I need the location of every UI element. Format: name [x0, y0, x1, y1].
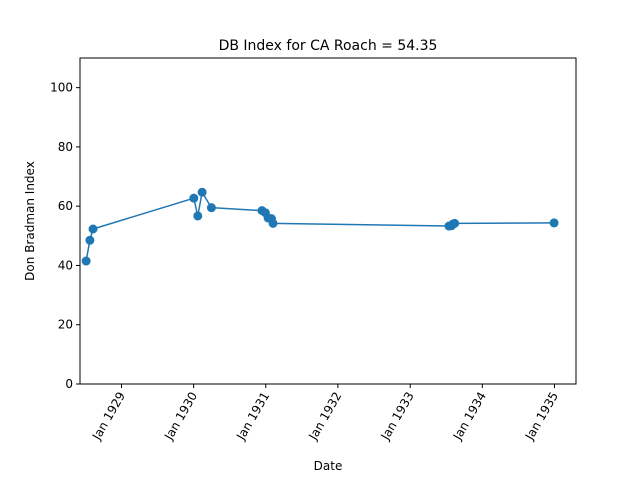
data-point	[81, 256, 91, 266]
data-point	[450, 218, 460, 228]
y-tick-label: 40	[58, 258, 73, 272]
data-point	[268, 218, 278, 228]
data-point	[206, 203, 216, 213]
y-tick-label: 100	[50, 81, 73, 95]
data-point	[193, 211, 203, 221]
y-axis-label: Don Bradman Index	[23, 161, 37, 281]
y-tick-label: 60	[58, 199, 73, 213]
y-tick-label: 0	[65, 377, 73, 391]
chart-title: DB Index for CA Roach = 54.35	[219, 38, 438, 54]
axes-frame	[79, 57, 577, 385]
y-tick-label: 80	[58, 140, 73, 154]
data-point	[85, 235, 95, 245]
x-axis-label: Date	[314, 459, 343, 473]
data-point	[88, 224, 98, 234]
y-tick-label: 20	[58, 318, 73, 332]
data-point	[189, 193, 199, 203]
data-point	[549, 218, 559, 228]
data-point	[197, 187, 207, 197]
